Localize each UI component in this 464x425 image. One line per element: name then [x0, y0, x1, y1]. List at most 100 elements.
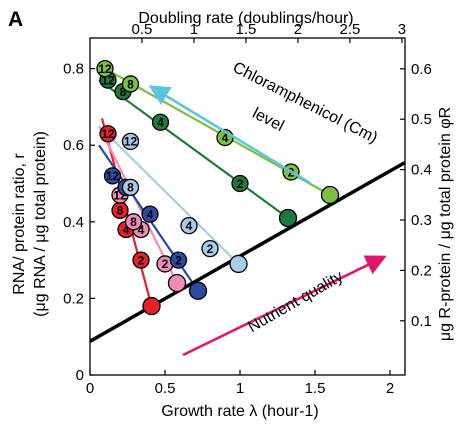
right-tick-label: 0.1	[411, 313, 432, 330]
data-point-marker	[201, 239, 219, 258]
right-tick-label: 0.6	[411, 61, 432, 78]
data-point-marker	[141, 205, 159, 223]
data-point-marker	[180, 216, 198, 235]
data-point-marker	[231, 174, 249, 193]
data-point-label: 12	[106, 169, 120, 183]
nutrient-quality-label: Nutrient quality	[245, 268, 346, 336]
series-0-point	[142, 296, 161, 316]
y-axis-title-line1: RNA/ protein ratio, r	[11, 153, 28, 295]
data-point-label: 2	[162, 257, 169, 271]
data-point-label: 4	[123, 223, 130, 237]
series-1-point	[167, 273, 187, 293]
top-tick-label: 1	[190, 21, 198, 38]
right-tick-label: 0.4	[411, 162, 432, 179]
series-4-point: 4	[151, 113, 170, 131]
x-tick-label: 1	[236, 380, 244, 397]
data-point-label: 12	[101, 127, 115, 141]
nutrient-quality-arrow	[182, 255, 387, 357]
top-tick-label: 0.5	[132, 21, 153, 38]
data-point-label: 12	[98, 62, 112, 76]
data-point-marker	[278, 208, 298, 228]
data-point-marker	[229, 254, 248, 274]
series-3-point	[229, 254, 248, 274]
top-tick-label: 1.5	[236, 21, 257, 38]
data-point-label: 2	[138, 253, 145, 267]
data-point-label: 8	[130, 215, 137, 229]
series-0-point: 8	[111, 201, 129, 219]
y-tick-label: 0.2	[63, 290, 84, 307]
nutrient-growth-line	[89, 160, 406, 343]
x-tick-label: 0.5	[155, 380, 176, 397]
data-point-marker	[121, 132, 140, 151]
x-axis-title: Growth rate λ (hour-1)	[161, 403, 318, 420]
series-2-point: 2	[169, 251, 188, 269]
x-tick-label: 2	[386, 380, 394, 397]
data-point-marker	[142, 296, 161, 316]
data-point-marker	[132, 251, 150, 269]
top-tick-label: 2	[294, 21, 302, 38]
y-tick-label: 0	[76, 367, 84, 384]
series-3-point: 2	[201, 239, 219, 258]
data-point-label: 8	[117, 204, 124, 218]
series-0-point: 12	[99, 125, 117, 143]
series-3-point: 8	[121, 178, 140, 197]
data-point-label: 4	[157, 116, 164, 130]
x-tick-label: 1.5	[305, 380, 326, 397]
plot-frame	[89, 37, 406, 376]
right-tick-label: 0.3	[411, 212, 432, 229]
data-point-label: 8	[120, 85, 127, 99]
series-5-point	[320, 185, 340, 205]
data-point-label: 2	[207, 242, 214, 256]
series-2-point	[188, 281, 208, 300]
data-point-marker	[151, 113, 170, 131]
data-point-marker	[167, 273, 187, 293]
data-point-label: 4	[138, 223, 145, 237]
y-tick-label: 0.8	[63, 61, 84, 78]
data-point-label: 8	[127, 181, 134, 195]
data-point-label: 4	[186, 219, 193, 233]
data-point-marker	[169, 251, 188, 269]
y-axis-title-line2: (μg RNA / μg total protein)	[32, 131, 49, 317]
series-4-fit-line	[98, 79, 289, 219]
right-axis-title: μg R-protein / μg total protein φR	[437, 107, 454, 341]
series-3-fit-line	[98, 125, 240, 265]
y-tick-label: 0.4	[63, 214, 84, 231]
data-point-label: 12	[124, 135, 138, 149]
data-point-label: 4	[147, 207, 154, 221]
data-point-marker	[121, 178, 140, 197]
data-point-marker	[124, 213, 143, 231]
chloramphenicol-arrow	[148, 85, 311, 185]
data-point-label: 2	[237, 177, 244, 191]
right-tick-label: 0.5	[411, 111, 432, 128]
data-point-marker	[320, 185, 340, 205]
plot-area: 0 0.5 1 1.5 2 0 0.2 0.4 0.6 0.8 0.5 1 1.5 2 2.5 3 0.1 0.2…	[63, 21, 432, 397]
series-3-point: 4	[180, 216, 198, 235]
chloramphenicol-label-line1: Chloramphenicol (Cm)	[230, 59, 380, 147]
top-tick-label: 2.5	[340, 21, 361, 38]
series-1-point: 8	[124, 213, 143, 231]
top-tick-label: 3	[398, 21, 406, 38]
data-point-label: 8	[127, 77, 134, 91]
data-point-marker	[99, 125, 117, 143]
data-point-label: 2	[175, 253, 182, 267]
series-5-point: 8	[121, 75, 140, 93]
series-2-point: 12	[103, 167, 122, 185]
series-4-point: 2	[231, 174, 249, 193]
top-axis-title: Doubling rate (doublings/hour)	[138, 10, 353, 27]
series-5-point: 12	[96, 59, 114, 78]
series-2-point: 4	[141, 205, 159, 223]
series-0-point: 2	[132, 251, 150, 269]
data-point-marker	[103, 167, 122, 185]
data-point-marker	[188, 281, 208, 300]
right-tick-label: 0.2	[411, 262, 432, 279]
panel-label: A	[8, 8, 23, 31]
data-point-marker	[96, 59, 114, 78]
x-tick-label: 0	[86, 380, 94, 397]
series-4-point	[278, 208, 298, 228]
data-point-marker	[121, 75, 140, 93]
y-tick-label: 0.6	[63, 137, 84, 154]
data-point-label: 4	[222, 131, 229, 145]
chloramphenicol-label-line2: level	[250, 105, 287, 135]
series-3-point: 12	[121, 132, 140, 151]
